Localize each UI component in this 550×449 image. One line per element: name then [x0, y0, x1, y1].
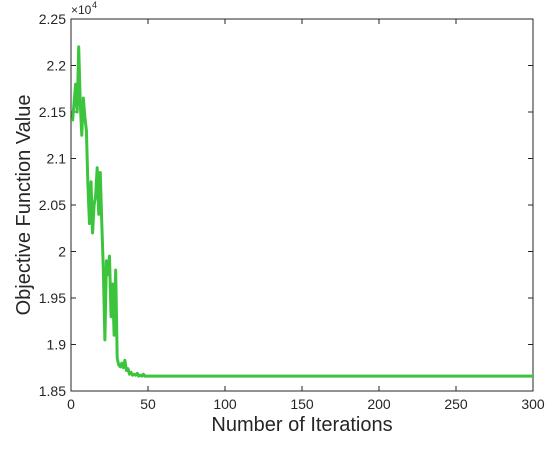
y-tick-label: 2.25 [39, 11, 66, 27]
y-tick-label: 1.95 [39, 290, 66, 306]
y-tick-label: 2.1 [47, 151, 67, 167]
x-tick-label: 300 [521, 396, 545, 412]
x-tick-label: 50 [140, 396, 156, 412]
plot-frame [70, 18, 534, 392]
x-tick-label: 150 [290, 396, 314, 412]
y-tick-label: 1.9 [47, 337, 67, 353]
y-axis-label: Objective Function Value [13, 95, 35, 316]
y-tick-label: 2 [58, 244, 66, 260]
y-tick-label: 2.05 [39, 197, 66, 213]
x-tick-label: 0 [67, 396, 75, 412]
y-tick-label: 2.15 [39, 104, 66, 120]
y-offset-exponent: 4 [92, 0, 97, 10]
y-offset-text: ×10 [71, 3, 92, 17]
x-tick-label: 200 [367, 396, 391, 412]
x-tick-label: 250 [444, 396, 468, 412]
x-tick-label: 100 [213, 396, 237, 412]
y-tick-label: 2.2 [47, 58, 67, 74]
y-tick-label: 1.85 [39, 383, 66, 399]
data-line [71, 45, 533, 378]
x-axis-label: Number of Iterations [211, 414, 392, 436]
